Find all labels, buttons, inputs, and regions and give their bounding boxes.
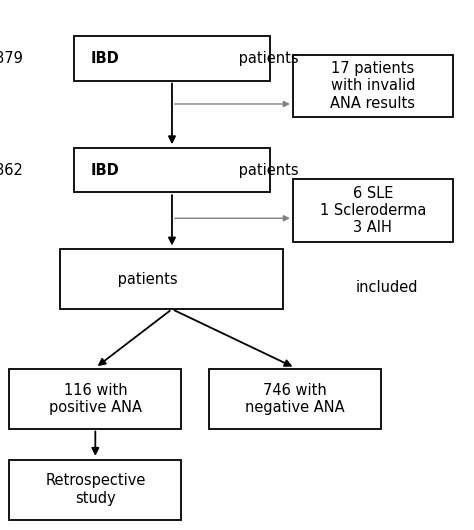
- Text: 879: 879: [0, 51, 27, 66]
- FancyBboxPatch shape: [9, 460, 181, 519]
- Text: patients: patients: [113, 272, 177, 287]
- Text: patients: patients: [234, 51, 298, 66]
- FancyBboxPatch shape: [293, 179, 453, 242]
- Text: patients: patients: [234, 163, 298, 178]
- FancyBboxPatch shape: [293, 55, 453, 117]
- Text: IBD: IBD: [91, 163, 119, 178]
- FancyBboxPatch shape: [209, 369, 381, 429]
- Text: 862: 862: [0, 163, 27, 178]
- Text: 6 SLE
1 Scleroderma
3 AIH: 6 SLE 1 Scleroderma 3 AIH: [319, 186, 426, 235]
- Text: 116 with
positive ANA: 116 with positive ANA: [49, 383, 142, 415]
- Text: IBD: IBD: [91, 51, 119, 66]
- Text: 746 with
negative ANA: 746 with negative ANA: [245, 383, 345, 415]
- FancyBboxPatch shape: [9, 369, 181, 429]
- Text: 17 patients
with invalid
ANA results: 17 patients with invalid ANA results: [330, 61, 415, 111]
- Text: Retrospective
study: Retrospective study: [45, 473, 146, 506]
- FancyBboxPatch shape: [74, 148, 270, 192]
- FancyBboxPatch shape: [61, 250, 283, 309]
- Text: included: included: [356, 263, 418, 296]
- FancyBboxPatch shape: [74, 37, 270, 81]
